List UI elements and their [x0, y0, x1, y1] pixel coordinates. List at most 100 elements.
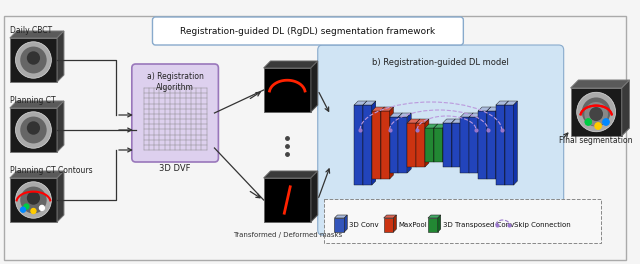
Polygon shape	[311, 61, 317, 112]
Polygon shape	[621, 80, 630, 136]
Polygon shape	[487, 107, 500, 111]
FancyBboxPatch shape	[317, 45, 564, 235]
Polygon shape	[390, 113, 403, 117]
Polygon shape	[57, 31, 64, 82]
Polygon shape	[354, 101, 367, 105]
Circle shape	[603, 119, 609, 125]
Text: 3D Transposed Conv: 3D Transposed Conv	[443, 222, 514, 228]
Polygon shape	[469, 113, 473, 173]
Bar	[372, 111, 381, 179]
Text: MaxPool: MaxPool	[399, 222, 427, 228]
Polygon shape	[416, 119, 420, 167]
Polygon shape	[496, 101, 509, 105]
FancyBboxPatch shape	[324, 199, 601, 243]
Polygon shape	[264, 178, 311, 222]
Bar	[381, 111, 390, 179]
Circle shape	[586, 119, 591, 125]
Polygon shape	[571, 80, 630, 88]
Polygon shape	[452, 119, 465, 123]
Text: Daily CBCT: Daily CBCT	[10, 26, 52, 35]
Text: 3D DVF: 3D DVF	[159, 164, 191, 173]
Bar	[478, 111, 487, 179]
Bar	[434, 128, 443, 162]
Text: Registration-guided DL (RgDL) segmentation framework: Registration-guided DL (RgDL) segmentati…	[180, 26, 435, 35]
Bar	[407, 123, 416, 167]
Polygon shape	[505, 101, 518, 105]
Polygon shape	[438, 215, 441, 232]
Polygon shape	[10, 38, 57, 82]
Text: b) Registration-guided DL model: b) Registration-guided DL model	[372, 58, 509, 67]
Polygon shape	[10, 171, 64, 178]
Polygon shape	[443, 124, 447, 162]
Circle shape	[15, 182, 51, 218]
Polygon shape	[344, 215, 348, 232]
Polygon shape	[335, 215, 348, 218]
Bar	[399, 117, 407, 173]
Polygon shape	[407, 113, 412, 173]
Circle shape	[603, 119, 609, 125]
Polygon shape	[10, 101, 64, 108]
Polygon shape	[10, 178, 57, 222]
Circle shape	[15, 42, 51, 78]
Text: Skip Connection: Skip Connection	[513, 222, 570, 228]
Polygon shape	[571, 88, 621, 136]
Polygon shape	[416, 119, 429, 123]
Polygon shape	[394, 215, 396, 232]
Polygon shape	[390, 107, 394, 179]
Polygon shape	[434, 124, 447, 128]
Bar	[443, 123, 452, 167]
Text: a) Registration
Algorithm: a) Registration Algorithm	[147, 72, 204, 92]
Polygon shape	[372, 107, 385, 111]
Circle shape	[20, 117, 47, 143]
Polygon shape	[496, 107, 500, 179]
Polygon shape	[10, 31, 64, 38]
Polygon shape	[452, 119, 456, 167]
Polygon shape	[372, 101, 376, 185]
Polygon shape	[487, 107, 491, 179]
Bar	[452, 123, 460, 167]
Bar	[390, 117, 399, 173]
Bar	[469, 117, 478, 173]
Polygon shape	[381, 107, 394, 111]
Polygon shape	[57, 171, 64, 222]
Circle shape	[27, 191, 40, 205]
Polygon shape	[381, 107, 385, 179]
Bar	[363, 105, 372, 185]
Circle shape	[27, 121, 40, 135]
FancyBboxPatch shape	[132, 64, 218, 162]
Circle shape	[40, 205, 44, 210]
Circle shape	[595, 123, 601, 129]
Polygon shape	[399, 113, 403, 173]
Polygon shape	[425, 124, 438, 128]
Circle shape	[20, 187, 47, 213]
Polygon shape	[399, 113, 412, 117]
Text: 3D Conv: 3D Conv	[349, 222, 379, 228]
Bar	[428, 218, 438, 232]
Polygon shape	[383, 215, 396, 218]
Bar	[505, 105, 513, 185]
Circle shape	[31, 209, 36, 214]
Polygon shape	[443, 119, 456, 123]
Bar	[335, 218, 344, 232]
Text: Transformed / Deformed masks: Transformed / Deformed masks	[232, 232, 342, 238]
Polygon shape	[425, 119, 429, 167]
Polygon shape	[57, 101, 64, 152]
Polygon shape	[478, 107, 491, 111]
Text: Planning CT Contours: Planning CT Contours	[10, 166, 92, 175]
Bar	[416, 123, 425, 167]
Bar	[354, 105, 363, 185]
FancyBboxPatch shape	[4, 16, 626, 260]
Circle shape	[20, 46, 47, 73]
Text: Planning CT: Planning CT	[10, 96, 56, 105]
Polygon shape	[264, 61, 317, 68]
Polygon shape	[434, 124, 438, 162]
Circle shape	[15, 112, 51, 148]
FancyBboxPatch shape	[152, 17, 463, 45]
Polygon shape	[407, 119, 420, 123]
Polygon shape	[10, 108, 57, 152]
Circle shape	[582, 97, 611, 126]
Bar	[425, 128, 434, 162]
Circle shape	[586, 119, 591, 125]
Circle shape	[27, 51, 40, 65]
Polygon shape	[513, 101, 518, 185]
